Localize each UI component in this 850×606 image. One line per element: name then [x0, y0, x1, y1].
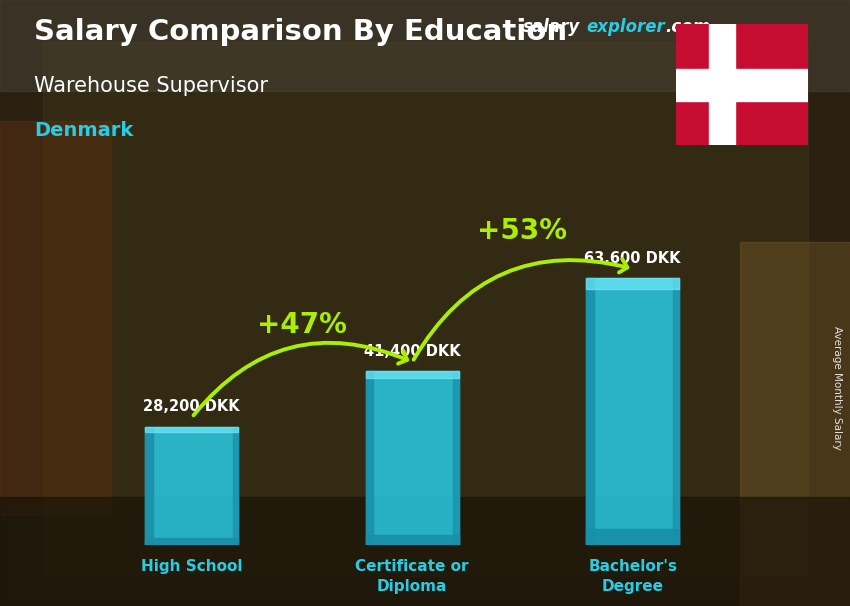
Bar [586, 278, 594, 545]
Bar [453, 371, 458, 545]
Bar [145, 427, 238, 431]
Bar [366, 371, 458, 545]
Bar [586, 530, 679, 545]
Text: Denmark: Denmark [34, 121, 133, 140]
Text: .com: .com [666, 18, 711, 36]
Bar [0, 497, 850, 606]
Bar [0, 0, 850, 91]
Bar [673, 278, 679, 545]
Text: Warehouse Supervisor: Warehouse Supervisor [34, 76, 268, 96]
Bar [586, 278, 679, 289]
Text: 63,600 DKK: 63,600 DKK [585, 250, 681, 265]
Bar [42, 42, 807, 576]
Bar [366, 371, 458, 378]
Bar [145, 538, 238, 545]
Bar [145, 427, 238, 545]
Bar [740, 242, 850, 606]
Text: salary: salary [523, 18, 580, 36]
Bar [0, 121, 110, 515]
Text: +53%: +53% [478, 217, 568, 245]
Bar [366, 535, 458, 545]
Bar [233, 427, 238, 545]
Text: 41,400 DKK: 41,400 DKK [364, 344, 461, 359]
Bar [676, 69, 807, 101]
Bar [145, 427, 153, 545]
Text: Average Monthly Salary: Average Monthly Salary [832, 326, 842, 450]
Bar [366, 371, 373, 545]
Bar [586, 278, 679, 545]
Text: 28,200 DKK: 28,200 DKK [144, 399, 240, 415]
Bar [709, 24, 735, 145]
Text: explorer: explorer [586, 18, 666, 36]
Text: +47%: +47% [257, 310, 347, 339]
Text: Salary Comparison By Education: Salary Comparison By Education [34, 18, 567, 46]
